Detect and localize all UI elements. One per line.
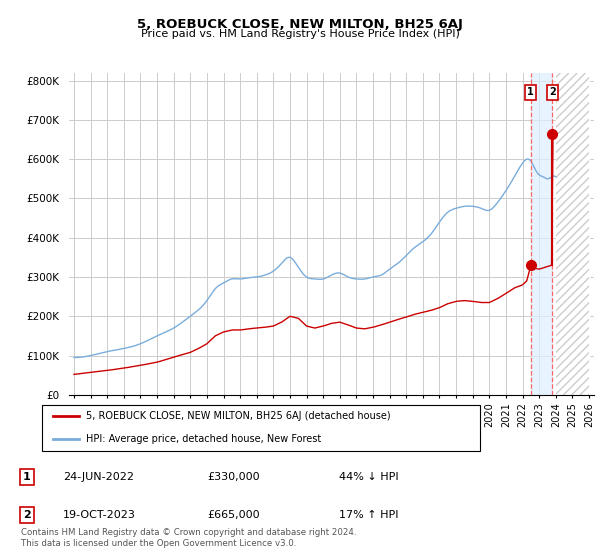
Text: 2: 2: [23, 510, 31, 520]
Text: 17% ↑ HPI: 17% ↑ HPI: [339, 510, 398, 520]
Text: 44% ↓ HPI: 44% ↓ HPI: [339, 472, 398, 482]
Text: HPI: Average price, detached house, New Forest: HPI: Average price, detached house, New …: [86, 435, 321, 444]
Text: 5, ROEBUCK CLOSE, NEW MILTON, BH25 6AJ (detached house): 5, ROEBUCK CLOSE, NEW MILTON, BH25 6AJ (…: [86, 412, 391, 421]
Text: 19-OCT-2023: 19-OCT-2023: [63, 510, 136, 520]
Bar: [530, 73, 553, 395]
Text: £330,000: £330,000: [207, 472, 260, 482]
Text: Price paid vs. HM Land Registry's House Price Index (HPI): Price paid vs. HM Land Registry's House …: [140, 29, 460, 39]
Bar: [556, 73, 589, 395]
Text: 24-JUN-2022: 24-JUN-2022: [63, 472, 134, 482]
FancyBboxPatch shape: [42, 405, 480, 451]
Text: Contains HM Land Registry data © Crown copyright and database right 2024.
This d: Contains HM Land Registry data © Crown c…: [21, 528, 356, 548]
Text: £665,000: £665,000: [207, 510, 260, 520]
Text: 2: 2: [549, 87, 556, 97]
Text: 1: 1: [23, 472, 31, 482]
Text: 5, ROEBUCK CLOSE, NEW MILTON, BH25 6AJ: 5, ROEBUCK CLOSE, NEW MILTON, BH25 6AJ: [137, 18, 463, 31]
Text: 1: 1: [527, 87, 534, 97]
